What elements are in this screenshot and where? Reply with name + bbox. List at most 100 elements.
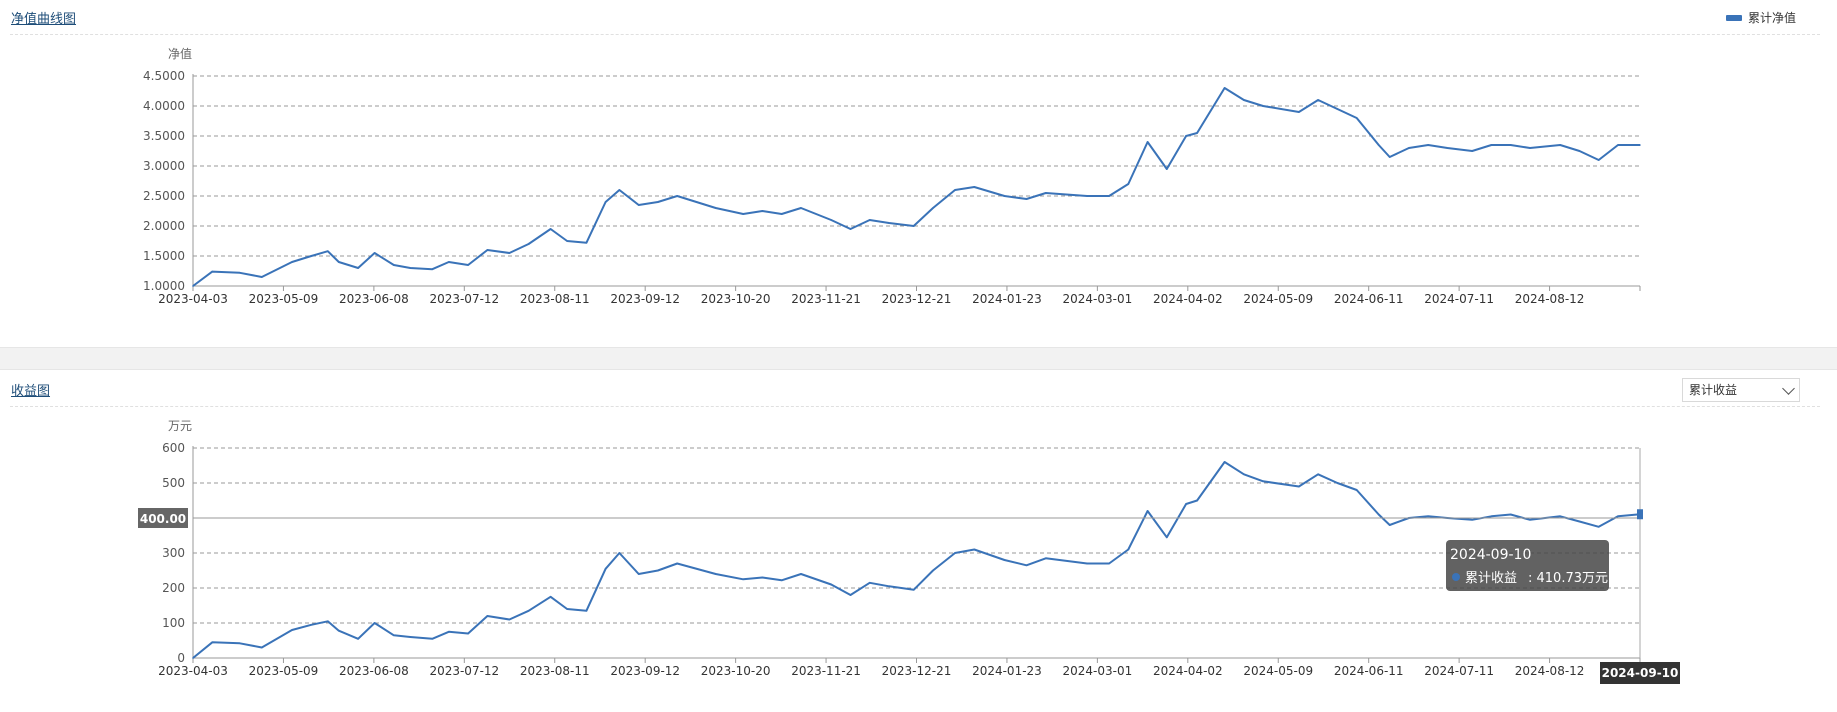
data-point bbox=[1408, 147, 1410, 149]
x-tick-label: 2024-06-11 bbox=[1334, 292, 1404, 306]
data-point bbox=[357, 637, 359, 640]
data-point bbox=[868, 219, 871, 221]
income-chart-title[interactable]: 收益图 bbox=[11, 384, 51, 399]
data-point bbox=[932, 207, 934, 209]
data-point bbox=[508, 252, 511, 254]
y-tick-label: 0 bbox=[177, 651, 185, 665]
data-point bbox=[888, 222, 890, 224]
data-point bbox=[1223, 87, 1226, 89]
data-point bbox=[761, 210, 764, 212]
x-tick-label: 2024-05-09 bbox=[1243, 292, 1313, 306]
data-point bbox=[888, 585, 890, 588]
data-point bbox=[1471, 518, 1473, 521]
data-point bbox=[1336, 108, 1339, 110]
data-point bbox=[618, 552, 621, 554]
data-point bbox=[1355, 489, 1358, 491]
data-point bbox=[1529, 518, 1531, 521]
data-point bbox=[448, 630, 450, 633]
tooltip-box bbox=[1446, 540, 1609, 591]
data-point bbox=[431, 268, 434, 270]
data-point bbox=[973, 548, 976, 551]
y-tick-label: 600 bbox=[162, 441, 185, 455]
y-tick-label: 3.0000 bbox=[143, 159, 185, 173]
data-point bbox=[1317, 473, 1319, 476]
data-point bbox=[527, 243, 530, 245]
data-point bbox=[1427, 144, 1429, 146]
income-line-chart[interactable]: 0100200300400500600万元2023-04-032023-05-0… bbox=[0, 412, 1837, 712]
y-tick-label: 300 bbox=[162, 546, 185, 560]
chevron-down-icon bbox=[1782, 382, 1795, 395]
data-point bbox=[1196, 132, 1198, 134]
x-tick-label: 2023-10-20 bbox=[701, 292, 771, 306]
data-point bbox=[1025, 198, 1028, 200]
data-point bbox=[780, 579, 783, 582]
nav-line-chart[interactable]: 1.0000 1.5000 2.0000 2.5000 3.0000 3.5000 4.00… bbox=[0, 40, 1837, 310]
data-point bbox=[291, 629, 293, 631]
data-point bbox=[1336, 482, 1339, 484]
data-point bbox=[1044, 557, 1047, 560]
data-point bbox=[211, 641, 214, 644]
data-point bbox=[1509, 513, 1512, 516]
x-tick-label: 2023-08-11 bbox=[520, 292, 590, 306]
data-point bbox=[1146, 141, 1149, 143]
data-point bbox=[508, 618, 511, 621]
data-point bbox=[618, 189, 621, 191]
data-point bbox=[1243, 473, 1245, 476]
data-point bbox=[1262, 105, 1264, 107]
tooltip-date: 2024-09-10 bbox=[1450, 547, 1531, 563]
x-tick-label: 2023-05-09 bbox=[249, 292, 319, 306]
y-tick-label: 4.0000 bbox=[143, 99, 185, 113]
data-point bbox=[800, 207, 802, 209]
data-point bbox=[566, 608, 568, 610]
data-point bbox=[192, 285, 194, 287]
data-point bbox=[291, 261, 293, 263]
legend-swatch-icon bbox=[1726, 14, 1742, 21]
x-tick-label: 2024-08-12 bbox=[1515, 292, 1585, 306]
series-line bbox=[192, 87, 1640, 287]
x-tick-label: 2023-07-12 bbox=[429, 664, 499, 678]
data-point bbox=[912, 588, 915, 591]
axis-pointer-x-label: 2024-09-10 bbox=[1602, 666, 1679, 680]
data-point bbox=[1529, 147, 1531, 149]
data-point bbox=[1597, 525, 1600, 528]
data-point bbox=[637, 573, 640, 575]
axis-pointer-x-label-bg bbox=[1600, 662, 1680, 684]
data-point bbox=[1243, 99, 1245, 101]
data-point bbox=[604, 567, 607, 570]
data-point bbox=[780, 213, 783, 215]
data-point bbox=[467, 264, 469, 266]
data-point bbox=[954, 189, 956, 191]
x-tick-label: 2023-09-12 bbox=[610, 664, 680, 678]
y-tick-label: 200 bbox=[162, 581, 185, 595]
section-divider bbox=[0, 347, 1837, 370]
data-point bbox=[1108, 195, 1110, 197]
data-point bbox=[1166, 536, 1168, 539]
highlight-point bbox=[1637, 509, 1643, 520]
x-tick-label: 2023-04-03 bbox=[158, 664, 228, 678]
data-point bbox=[1578, 150, 1581, 152]
data-point bbox=[310, 255, 313, 257]
x-tick-label: 2023-05-09 bbox=[249, 664, 319, 678]
y-tick-label: 2.0000 bbox=[143, 219, 185, 233]
income-type-select[interactable]: 累计收益 bbox=[1682, 378, 1800, 402]
nav-legend[interactable]: 累计净值 bbox=[1726, 9, 1796, 26]
data-point bbox=[1146, 510, 1149, 512]
nav-chart-title[interactable]: 净值曲线图 bbox=[11, 12, 77, 27]
data-point bbox=[326, 620, 329, 623]
x-tick-label: 2024-04-02 bbox=[1153, 664, 1223, 678]
data-point bbox=[585, 609, 588, 612]
data-point bbox=[1617, 144, 1619, 146]
data-point bbox=[1196, 499, 1198, 502]
data-point bbox=[527, 609, 530, 612]
y-tick-label: 100 bbox=[162, 616, 185, 630]
data-point bbox=[448, 261, 450, 263]
data-point bbox=[1559, 515, 1562, 518]
x-tick-label: 2024-01-23 bbox=[972, 664, 1042, 678]
data-point bbox=[373, 622, 376, 624]
data-point bbox=[830, 583, 833, 586]
data-point bbox=[1185, 135, 1187, 137]
x-tick-label: 2023-06-08 bbox=[339, 664, 409, 678]
data-point bbox=[1108, 562, 1110, 565]
x-tick-label: 2024-03-01 bbox=[1063, 292, 1133, 306]
data-point bbox=[393, 634, 395, 637]
